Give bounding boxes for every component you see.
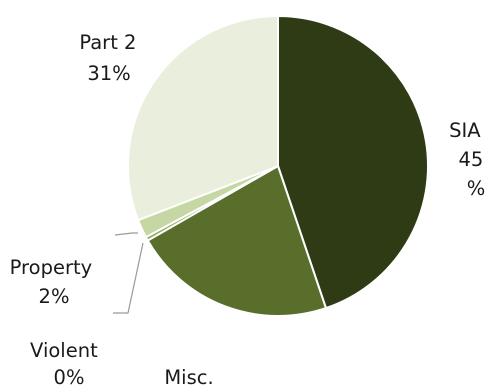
- slice-label-sia-line1: SIA: [449, 119, 481, 142]
- leader-lines: [113, 232, 144, 314]
- slice-label-misc-line1: Misc.: [164, 366, 213, 387]
- slice-label-property: Property 2%: [10, 256, 99, 308]
- slice-label-violent: Violent 0%: [30, 339, 104, 387]
- pie-slices: [127, 14, 429, 318]
- leader-line-property: [114, 232, 138, 236]
- slice-label-sia-line3: %: [467, 177, 486, 200]
- slice-label-violent-line2: 0%: [54, 366, 85, 387]
- slice-label-property-line2: 2%: [39, 285, 70, 308]
- leader-line-violent: [113, 242, 144, 314]
- pie-slice-sia: [277, 14, 429, 310]
- slice-label-violent-line1: Violent: [30, 339, 98, 362]
- slice-label-part-2-line2: 31%: [87, 62, 130, 85]
- slice-label-sia: SIA 45 %: [449, 119, 489, 200]
- pie-slice-part-2: [127, 14, 279, 222]
- slice-label-misc: Misc.: [164, 366, 213, 387]
- pie-slice-misc: [146, 164, 328, 318]
- slice-label-sia-line2: 45: [458, 148, 483, 171]
- slice-label-property-line1: Property: [10, 256, 93, 279]
- slice-label-part-2-line1: Part 2: [79, 31, 136, 54]
- slice-label-part-2: Part 2 31%: [79, 31, 142, 85]
